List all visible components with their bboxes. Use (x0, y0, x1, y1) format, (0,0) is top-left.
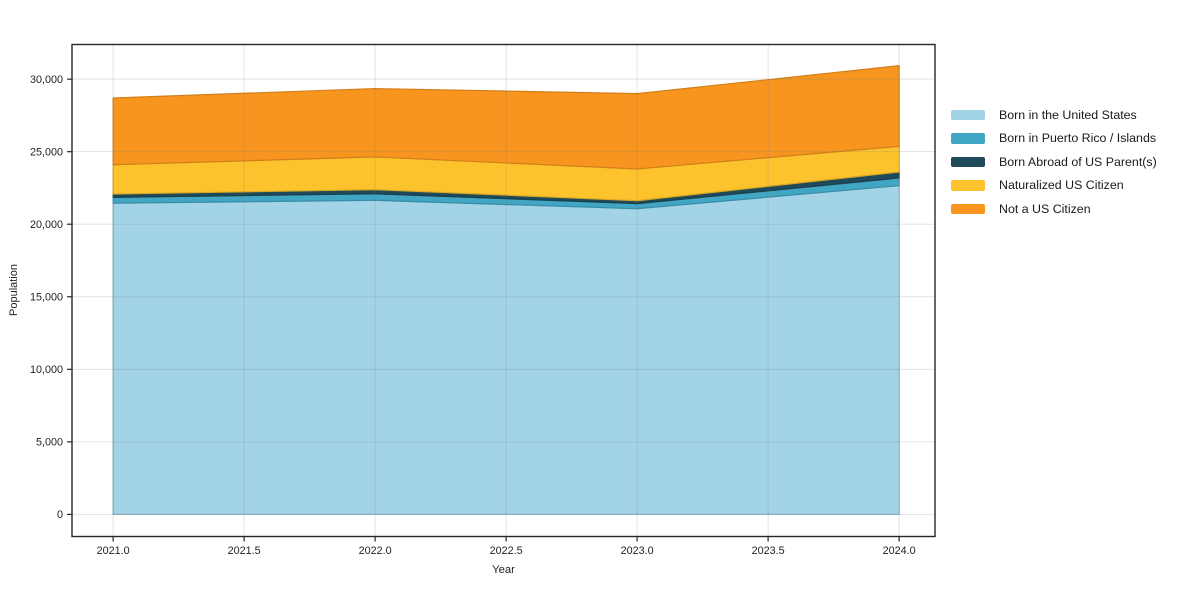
legend-swatch (951, 109, 985, 120)
y-tick-label: 20,000 (30, 219, 63, 231)
legend-label: Not a US Citizen (999, 201, 1091, 216)
plot-box (71, 43, 936, 538)
y-tick-label: 10,000 (30, 364, 63, 376)
x-tick-label: 2024.0 (883, 545, 916, 557)
y-tick-label: 30,000 (30, 74, 63, 86)
x-tick-label: 2022.0 (359, 545, 392, 557)
y-tick-label: 25,000 (30, 146, 63, 158)
x-axis-label: Year (492, 564, 515, 576)
legend-item-3: Naturalized US Citizen (951, 174, 1157, 198)
x-tick-label: 2021.0 (97, 545, 130, 557)
legend-item-0: Born in the United States (951, 103, 1157, 127)
legend-label: Born in the United States (999, 107, 1137, 122)
legend: Born in the United States Born in Puerto … (951, 103, 1157, 221)
gridlines (72, 44, 935, 537)
legend-item-2: Born Abroad of US Parent(s) (951, 150, 1157, 174)
axis-ticks: 2021.0 2021.5 2022.0 2022.5 2023.0 2023.5 2024… (30, 74, 916, 557)
x-tick-label: 2021.5 (228, 545, 261, 557)
legend-swatch (951, 180, 985, 191)
x-tick-label: 2023.5 (752, 545, 785, 557)
legend-item-1: Born in Puerto Rico / Islands (951, 127, 1157, 151)
legend-label: Born in Puerto Rico / Islands (999, 131, 1157, 146)
y-tick-label: 5,000 (36, 437, 63, 449)
y-tick-label: 0 (57, 509, 63, 521)
legend-swatch (951, 156, 985, 167)
legend-label: Born Abroad of US Parent(s) (999, 154, 1157, 169)
y-axis-label: Population (8, 264, 20, 316)
x-tick-label: 2023.0 (621, 545, 654, 557)
legend-swatch (951, 203, 985, 214)
y-tick-label: 15,000 (30, 292, 63, 304)
legend-item-4: Not a US Citizen (951, 197, 1157, 221)
stack-areas (112, 65, 900, 516)
x-tick-label: 2022.5 (490, 545, 523, 557)
legend-label: Naturalized US Citizen (999, 178, 1124, 193)
area-series-4 (112, 65, 900, 170)
legend-swatch (951, 133, 985, 144)
